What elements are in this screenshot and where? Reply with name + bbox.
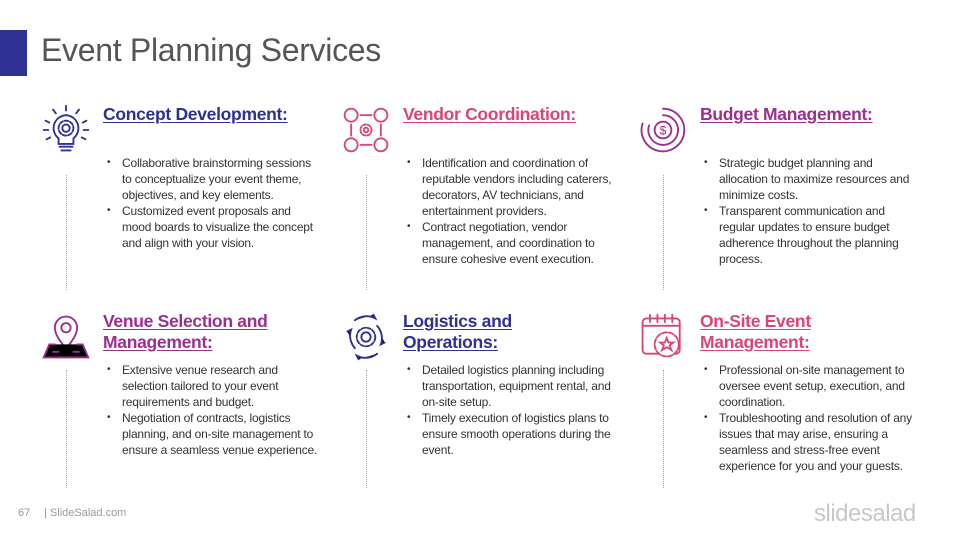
- bullet-item: Negotiation of contracts, logistics plan…: [103, 410, 321, 458]
- dotted-divider: [663, 175, 664, 290]
- bullet-item: Collaborative brainstorming sessions to …: [103, 155, 321, 203]
- page-number: 67: [18, 507, 31, 519]
- bullet-item: Timely execution of logistics plans to e…: [403, 410, 621, 458]
- dotted-divider: [366, 370, 367, 488]
- footer-site: | SlideSalad.com: [44, 507, 127, 519]
- bullet-item: Strategic budget planning and allocation…: [700, 155, 918, 203]
- card-title: Concept Development:: [103, 104, 288, 124]
- cycle-gear-icon: [346, 313, 386, 361]
- bullet-item: Identification and coordination of reput…: [403, 155, 621, 219]
- budget-dollar-icon: $: [640, 107, 686, 153]
- bullet-item: Extensive venue research and selection t…: [103, 362, 321, 410]
- bullet-item: Transparent communication and regular up…: [700, 203, 918, 267]
- bullet-list: Detailed logistics planning including tr…: [403, 362, 621, 458]
- vendor-network-icon: [343, 107, 389, 153]
- card-title: Logistics and Operations:: [403, 311, 512, 352]
- svg-text:$: $: [660, 124, 667, 138]
- bullet-list: Collaborative brainstorming sessions to …: [103, 155, 321, 251]
- page-title: Event Planning Services: [41, 32, 381, 68]
- dotted-divider: [663, 370, 664, 488]
- card-title: Vendor Coordination:: [403, 104, 576, 124]
- bullet-item: Detailed logistics planning including tr…: [403, 362, 621, 410]
- bullet-item: Customized event proposals and mood boar…: [103, 203, 321, 251]
- card-title: Venue Selection and Management:: [103, 311, 268, 352]
- slidesalad-logo: slidesalad: [814, 500, 916, 527]
- map-pin-icon: [42, 315, 90, 359]
- title-accent-bar: [0, 30, 27, 76]
- card-title: On-Site Event Management:: [700, 311, 811, 352]
- bullet-item: Troubleshooting and resolution of any is…: [700, 410, 918, 474]
- calendar-star-icon: [641, 313, 681, 358]
- bullet-list: Professional on-site management to overs…: [700, 362, 918, 474]
- bullet-list: Identification and coordination of reput…: [403, 155, 621, 267]
- bullet-item: Professional on-site management to overs…: [700, 362, 918, 410]
- bullet-list: Strategic budget planning and allocation…: [700, 155, 918, 267]
- card-title: Budget Management:: [700, 104, 873, 124]
- bullet-item: Contract negotiation, vendor management,…: [403, 219, 621, 267]
- lightbulb-gear-icon: [42, 104, 90, 152]
- dotted-divider: [366, 175, 367, 290]
- dotted-divider: [66, 370, 67, 488]
- dotted-divider: [66, 175, 67, 290]
- bullet-list: Extensive venue research and selection t…: [103, 362, 321, 458]
